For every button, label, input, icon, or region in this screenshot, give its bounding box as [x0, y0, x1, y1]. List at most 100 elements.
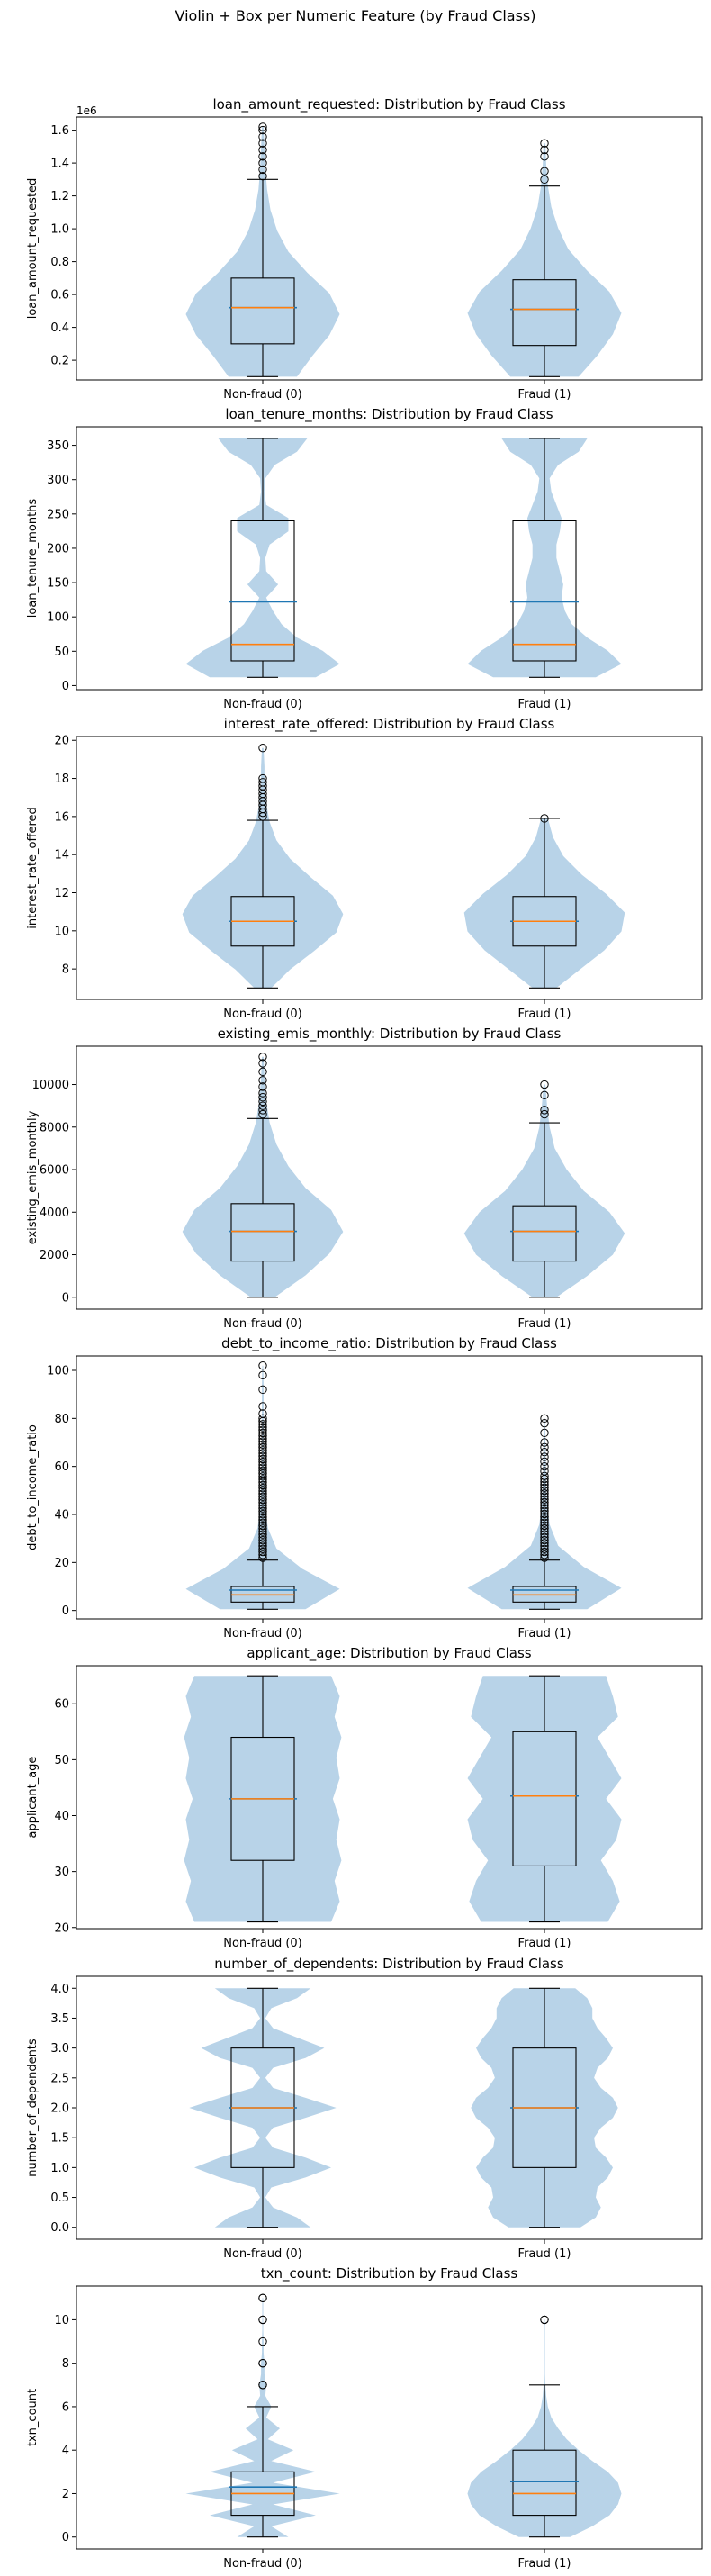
- x-tick-label: Fraud (1): [518, 698, 572, 711]
- x-tick-label: Non-fraud (0): [223, 2557, 302, 2571]
- y-tick-label: 1.5: [50, 2132, 69, 2146]
- x-tick-label: Non-fraud (0): [223, 1008, 302, 1021]
- outlier-point: [258, 1457, 267, 1467]
- outlier-point: [540, 1489, 549, 1498]
- x-tick-label: Non-fraud (0): [223, 698, 302, 711]
- category-group: [464, 1080, 626, 1298]
- outlier-point: [258, 1082, 267, 1091]
- violin-body: [467, 1418, 622, 1610]
- outlier-point: [258, 1451, 267, 1460]
- outlier-point: [258, 1532, 267, 1542]
- y-tick-label: 250: [47, 508, 69, 521]
- chart-panel: loan_amount_requested: Distribution by F…: [26, 96, 703, 402]
- category-group: [185, 2293, 340, 2538]
- outlier-point: [258, 1360, 267, 1370]
- chart-panel: loan_tenure_months: Distribution by Frau…: [26, 406, 703, 711]
- outlier-point: [258, 1472, 267, 1481]
- x-tick-label: Non-fraud (0): [223, 1937, 302, 1950]
- outlier-point: [540, 1530, 549, 1539]
- outlier-point: [258, 1492, 267, 1502]
- y-axis-label: loan_amount_requested: [26, 178, 40, 320]
- outlier-point: [258, 1530, 267, 1539]
- y-tick-label: 30: [54, 1866, 69, 1879]
- outlier-point: [540, 1497, 549, 1507]
- x-tick-label: Fraud (1): [518, 1317, 572, 1331]
- chart-title: applicant_age: Distribution by Fraud Cla…: [247, 1645, 531, 1662]
- axes-frame: [76, 1975, 703, 2240]
- box-iqr: [230, 277, 295, 345]
- outlier-point: [540, 1512, 549, 1522]
- chart-panel: existing_emis_monthly: Distribution by F…: [26, 1026, 703, 1331]
- outlier-point: [258, 139, 267, 148]
- outlier-point: [258, 1535, 267, 1545]
- outlier-point: [540, 1523, 549, 1533]
- outlier-point: [258, 1478, 267, 1487]
- outlier-point: [258, 1449, 267, 1458]
- y-axis-label: existing_emis_monthly: [26, 1110, 40, 1244]
- chart-title: txn_count: Distribution by Fraud Class: [261, 2265, 518, 2282]
- y-tick-label: 100: [47, 611, 69, 625]
- outlier-point: [540, 1452, 549, 1461]
- y-tick-label: 1.4: [50, 158, 69, 171]
- outlier-point: [258, 1454, 267, 1464]
- outlier-point: [258, 1475, 267, 1484]
- outlier-point: [258, 1483, 267, 1493]
- chart-title: loan_amount_requested: Distribution by F…: [212, 96, 565, 113]
- y-axis-label: debt_to_income_ratio: [26, 1424, 40, 1550]
- axes-frame: [76, 1355, 703, 1620]
- outlier-point: [258, 1480, 267, 1490]
- y-tick-label: 2000: [40, 1249, 69, 1262]
- y-tick-label: 100: [47, 1365, 69, 1378]
- y-tick-label: 300: [47, 474, 69, 487]
- outlier-point: [540, 1483, 549, 1492]
- outlier-point: [540, 139, 549, 148]
- outlier-point: [258, 1553, 267, 1562]
- category-group: [185, 1360, 340, 1610]
- violin-body: [464, 818, 626, 989]
- figure-suptitle: Violin + Box per Numeric Feature (by Fra…: [175, 7, 536, 24]
- y-tick-label: 10: [54, 2314, 69, 2327]
- outlier-point: [540, 1521, 549, 1531]
- outlier-point: [258, 1402, 267, 1411]
- outlier-point: [258, 165, 267, 175]
- outlier-point: [258, 1446, 267, 1455]
- chart-panels: loan_amount_requested: Distribution by F…: [26, 96, 703, 2571]
- y-tick-label: 0: [62, 1291, 69, 1305]
- outlier-point: [540, 1495, 549, 1504]
- category-group: [464, 814, 626, 989]
- outlier-point: [540, 1467, 549, 1476]
- outlier-point: [258, 1437, 267, 1446]
- outlier-point: [258, 122, 267, 131]
- axes-frame: [76, 426, 703, 691]
- y-tick-label: 60: [54, 1698, 69, 1712]
- outlier-point: [540, 1478, 549, 1487]
- outlier-point: [258, 1460, 267, 1469]
- y-tick-label: 1.6: [50, 124, 69, 138]
- outlier-point: [540, 1457, 549, 1467]
- violin-body: [467, 438, 622, 678]
- outlier-point: [258, 1487, 267, 1496]
- outlier-point: [540, 1461, 549, 1471]
- outlier-point: [540, 1106, 549, 1115]
- outlier-point: [258, 1498, 267, 1507]
- category-group: [185, 122, 340, 377]
- y-axis-label: loan_tenure_months: [26, 499, 40, 619]
- box-iqr: [512, 279, 577, 347]
- outlier-point: [540, 1480, 549, 1489]
- y-tick-label: 12: [54, 887, 69, 900]
- outlier-point: [258, 1501, 267, 1510]
- y-axis-label: interest_rate_offered: [26, 807, 40, 929]
- outlier-point: [540, 1550, 549, 1559]
- y-tick-label: 2.0: [50, 2102, 69, 2116]
- outlier-point: [258, 2336, 267, 2346]
- y-tick-label: 60: [54, 1460, 69, 1474]
- outlier-point: [258, 1076, 267, 1085]
- box-iqr: [512, 1731, 577, 1866]
- chart-panel: interest_rate_offered: Distribution by F…: [26, 716, 703, 1021]
- outlier-point: [258, 152, 267, 161]
- outlier-point: [540, 1553, 549, 1562]
- outlier-point: [258, 773, 267, 783]
- outlier-point: [258, 2358, 267, 2368]
